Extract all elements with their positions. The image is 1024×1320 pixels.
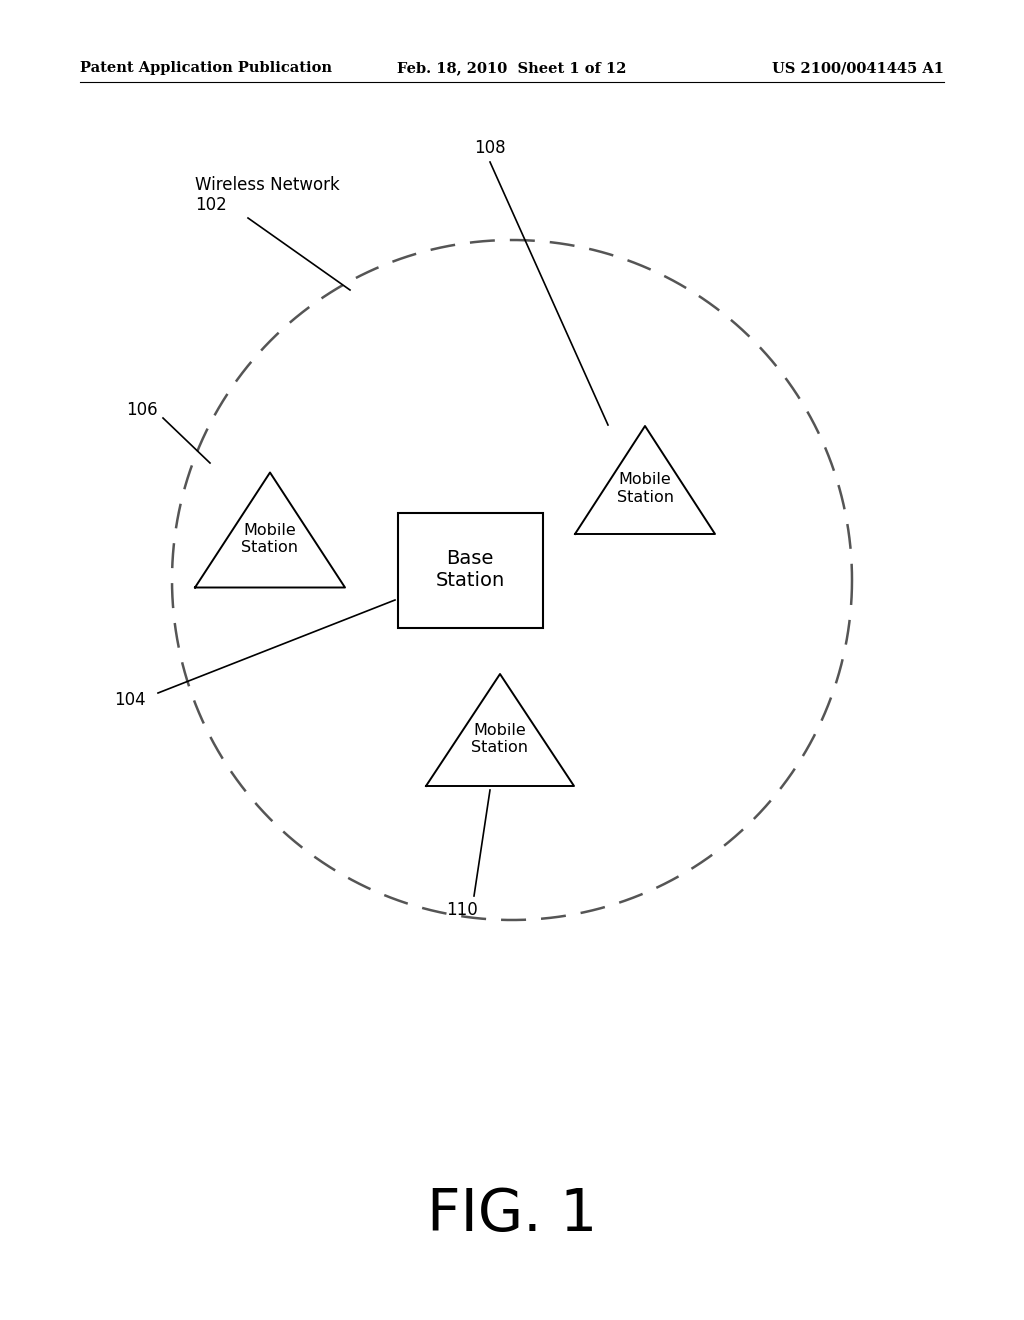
Polygon shape [195, 473, 345, 587]
Text: Patent Application Publication: Patent Application Publication [80, 61, 332, 75]
Polygon shape [426, 675, 574, 785]
Bar [397, 512, 543, 627]
Text: US 2100/0041445 A1: US 2100/0041445 A1 [772, 61, 944, 75]
Text: FIG. 1: FIG. 1 [427, 1187, 597, 1243]
Text: 106: 106 [126, 401, 158, 418]
Text: 104: 104 [115, 690, 145, 709]
Text: Mobile
Station: Mobile Station [242, 523, 299, 556]
Polygon shape [575, 426, 715, 535]
Text: Base
Station: Base Station [435, 549, 505, 590]
Text: Wireless Network
102: Wireless Network 102 [195, 176, 340, 214]
Text: 108: 108 [474, 139, 506, 157]
Text: Mobile
Station: Mobile Station [471, 723, 528, 755]
Text: 110: 110 [446, 902, 478, 919]
Text: Mobile
Station: Mobile Station [616, 473, 674, 504]
Text: Feb. 18, 2010  Sheet 1 of 12: Feb. 18, 2010 Sheet 1 of 12 [397, 61, 627, 75]
